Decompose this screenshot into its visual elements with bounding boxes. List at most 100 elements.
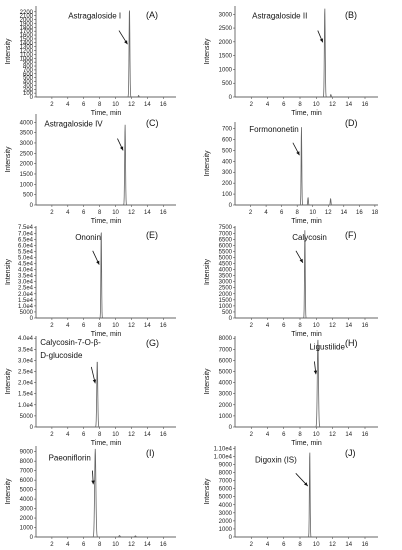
panel-label: (H) — [345, 338, 358, 348]
x-tick-label: 10 — [112, 323, 119, 329]
x-axis-title: Time, min — [291, 218, 322, 225]
y-tick-label: 1500 — [20, 37, 34, 43]
x-tick-label: 14 — [144, 210, 151, 216]
x-tick-label: 14 — [345, 432, 352, 438]
x-tick-label: 16 — [362, 102, 369, 108]
panel-label: (A) — [146, 10, 158, 20]
arrow-head — [319, 38, 323, 43]
arrow-head — [91, 480, 95, 485]
chromatogram-trace — [36, 124, 176, 206]
y-tick-label: 2000 — [219, 292, 233, 298]
y-tick-label: 500 — [222, 148, 233, 154]
y-tick-label: 4000 — [219, 268, 233, 274]
y-tick-label: 700 — [222, 127, 233, 133]
y-tick-label: 3.0e4 — [18, 280, 34, 286]
y-tick-label: 9000 — [20, 450, 34, 456]
x-tick-label: 8 — [98, 210, 102, 216]
chromatogram-trace — [235, 452, 378, 538]
y-axis-title: Intensity — [5, 368, 12, 395]
compound-label: Astragaloside IV — [44, 120, 103, 129]
x-tick-label: 16 — [160, 432, 167, 438]
y-tick-label: 0 — [229, 425, 233, 431]
y-tick-label: 3.5e4 — [18, 274, 34, 280]
y-tick-label: 2500 — [20, 151, 34, 157]
x-tick-label: 6 — [282, 102, 286, 108]
chart-panel-2: 0 500 1000 1500 2000 2500 3000 2 4 6 8 10 12 14 16 Time… — [204, 6, 378, 117]
y-tick-label: 4000 — [20, 120, 34, 126]
y-tick-label: 4000 — [20, 497, 34, 503]
x-tick-label: 8 — [298, 102, 302, 108]
chart-panel-4: 0 100 200 300 400 500 600 700 2 4 6 8 10 12 14 16 18 Time… — [204, 118, 379, 225]
y-tick-label: 3000 — [219, 280, 233, 286]
x-tick-label: 16 — [160, 102, 167, 108]
x-tick-label: 8 — [298, 432, 302, 438]
x-tick-label: 2 — [50, 323, 54, 329]
y-tick-label: 2.5e4 — [18, 370, 34, 376]
y-tick-label: 4000 — [219, 381, 233, 387]
chart-panel-8: 0 1000 2000 3000 4000 5000 6000 7000 8000 2 4 6 8 10 1… — [204, 336, 378, 447]
x-tick-label: 4 — [66, 210, 70, 216]
y-tick-label: 7500 — [219, 225, 233, 231]
y-tick-label: 0 — [30, 95, 34, 101]
y-tick-label: 5000 — [20, 310, 34, 316]
x-tick-label: 12 — [329, 102, 336, 108]
x-tick-label: 12 — [329, 542, 336, 548]
y-axis-title: Intensity — [204, 478, 211, 505]
y-tick-label: 3000 — [219, 392, 233, 398]
y-tick-label: 1600 — [20, 33, 34, 39]
y-tick-label: 1400 — [20, 41, 34, 47]
x-axis-title: Time, min — [91, 331, 122, 338]
x-tick-label: 4 — [66, 542, 70, 548]
y-tick-label: 3500 — [219, 274, 233, 280]
arrow-head — [304, 482, 308, 487]
x-tick-label: 10 — [313, 102, 320, 108]
y-tick-label: 2000 — [20, 162, 34, 168]
y-tick-label: 8000 — [20, 459, 34, 465]
y-tick-label: 500 — [222, 81, 233, 87]
x-tick-label: 10 — [112, 542, 119, 548]
x-tick-label: 6 — [82, 102, 86, 108]
compound-label: Paeoniflorin — [49, 454, 91, 463]
chromatogram-trace — [36, 361, 176, 428]
y-axis-title: Intensity — [204, 38, 211, 65]
x-tick-label: 14 — [144, 102, 151, 108]
x-tick-label: 4 — [66, 432, 70, 438]
chart-panel-7: 0 5000 1.0e4 1.5e4 2.0e4 2.5e4 3.0e4 3.5e4 4.0e4… — [5, 336, 176, 447]
y-tick-label: 1000 — [20, 56, 34, 62]
x-tick-label: 16 — [160, 210, 167, 216]
x-tick-label: 6 — [282, 323, 286, 329]
y-tick-label: 5000 — [20, 414, 34, 420]
chromatogram-trace — [235, 127, 378, 206]
x-tick-label: 14 — [345, 542, 352, 548]
x-tick-label: 8 — [296, 210, 300, 216]
x-tick-label: 4 — [266, 542, 270, 548]
y-tick-label: 2000 — [20, 516, 34, 522]
chromatogram-trace — [36, 10, 176, 98]
x-tick-label: 12 — [128, 542, 135, 548]
y-axis-title: Intensity — [5, 478, 12, 505]
y-axis-title: Intensity — [5, 258, 12, 285]
y-tick-label: 2100 — [20, 14, 34, 20]
y-tick-label: 1300 — [20, 45, 34, 51]
y-tick-label: 0 — [229, 203, 233, 209]
x-tick-label: 12 — [329, 432, 336, 438]
y-tick-label: 1500 — [20, 172, 34, 178]
y-tick-label: 1700 — [20, 29, 34, 35]
y-tick-label: 1900 — [20, 21, 34, 27]
arrow-head — [296, 151, 300, 156]
y-tick-label: 300 — [222, 170, 233, 176]
y-tick-label: 5000 — [20, 488, 34, 494]
chromatogram-trace — [36, 448, 176, 538]
y-tick-label: 600 — [222, 137, 233, 143]
compound-label: Astragaloside II — [252, 12, 307, 21]
y-tick-label: 5000 — [219, 255, 233, 261]
y-axis-title: Intensity — [5, 38, 12, 65]
x-tick-label: 4 — [66, 102, 70, 108]
x-tick-label: 8 — [98, 432, 102, 438]
x-tick-label: 6 — [280, 210, 284, 216]
y-tick-label: 7000 — [219, 231, 233, 237]
y-tick-label: 1000 — [219, 527, 233, 533]
x-axis-title: Time, min — [91, 218, 122, 225]
y-tick-label: 7000 — [20, 469, 34, 475]
